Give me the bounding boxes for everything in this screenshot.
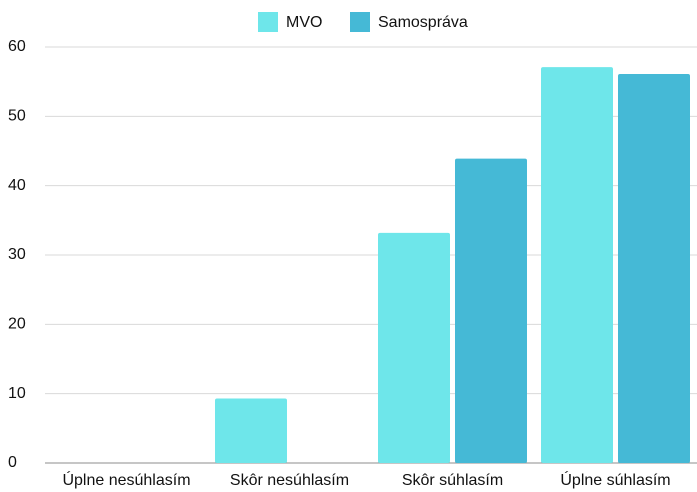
bar [215,398,287,463]
y-tick-label: 50 [8,108,26,125]
legend-label: MVO [286,14,322,31]
y-tick-label: 0 [8,454,17,471]
y-tick-label: 40 [8,177,26,194]
x-tick-label: Úplne nesúhlasím [62,470,190,489]
y-tick-label: 60 [8,38,26,55]
x-tick-label: Skôr nesúhlasím [230,472,349,489]
legend-swatch [350,12,370,32]
bar [455,158,527,464]
y-tick-label: 30 [8,246,26,263]
bar [378,232,450,463]
legend-swatch [258,12,278,32]
bar [541,67,613,464]
legend-label: Samospráva [378,14,468,31]
bar [618,74,690,463]
y-tick-label: 20 [8,316,26,333]
x-tick-label: Úplne súhlasím [560,470,670,489]
y-tick-label: 10 [8,385,26,402]
x-tick-label: Skôr súhlasím [402,472,503,489]
